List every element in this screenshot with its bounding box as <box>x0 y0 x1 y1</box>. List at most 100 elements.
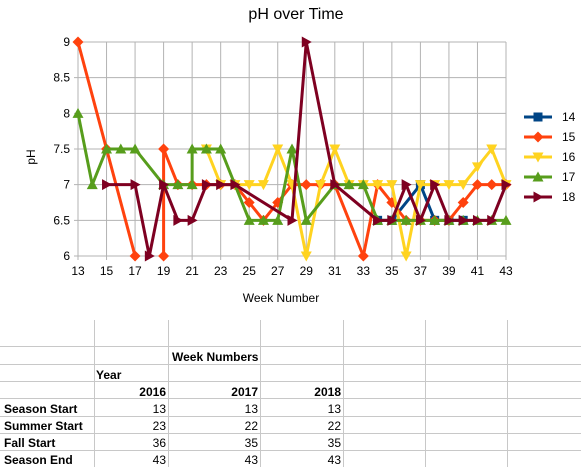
table-cell: 22 <box>244 419 258 433</box>
grid-row-line <box>0 381 581 382</box>
data-point-18 <box>187 214 198 226</box>
x-tick-label: 35 <box>385 264 399 278</box>
data-point-18 <box>144 250 155 262</box>
legend-item-18: 18 <box>524 190 576 204</box>
x-tick-label: 25 <box>243 264 257 278</box>
data-point-15 <box>471 179 483 191</box>
table-cell: 43 <box>244 453 258 467</box>
data-point-15 <box>300 179 312 191</box>
year-header: 2016 <box>139 385 166 399</box>
data-point-16 <box>486 144 498 155</box>
x-tick-label: 23 <box>214 264 228 278</box>
data-point-16 <box>243 180 255 191</box>
data-point-17 <box>429 214 441 225</box>
data-point-16 <box>272 144 284 155</box>
legend-item-15: 15 <box>524 130 576 144</box>
y-tick-label: 8.5 <box>53 71 70 85</box>
year-header: 2017 <box>231 385 258 399</box>
table-cell: 43 <box>327 453 341 467</box>
grid-column-line <box>343 320 344 467</box>
row-label: Summer Start <box>4 419 83 433</box>
x-axis-label: Week Number <box>243 291 319 305</box>
data-point-18 <box>287 214 298 226</box>
x-tick-label: 37 <box>414 264 428 278</box>
data-point-18 <box>415 214 426 226</box>
grid-column-line <box>94 320 95 467</box>
data-point-16 <box>372 180 384 191</box>
data-point-18 <box>487 214 498 226</box>
data-point-16 <box>315 180 327 191</box>
row-label: Fall Start <box>4 436 56 450</box>
x-tick-label: 31 <box>328 264 342 278</box>
data-point-17 <box>186 179 198 190</box>
y-tick-label: 6.5 <box>53 213 70 227</box>
data-point-18 <box>102 179 113 191</box>
data-point-18 <box>230 179 241 191</box>
legend-marker <box>533 191 544 203</box>
x-tick-label: 15 <box>100 264 114 278</box>
data-point-18 <box>501 179 512 191</box>
table-cell: 35 <box>327 436 341 450</box>
data-point-16 <box>443 180 455 191</box>
data-point-16 <box>457 180 469 191</box>
x-tick-label: 27 <box>271 264 285 278</box>
data-point-16 <box>386 180 398 191</box>
x-tick-label: 21 <box>185 264 199 278</box>
row-label: Season Start <box>4 402 78 416</box>
data-point-17 <box>172 179 184 190</box>
legend-label: 17 <box>562 170 576 184</box>
data-point-18 <box>401 179 412 191</box>
data-point-17 <box>200 143 212 154</box>
data-point-15 <box>486 179 498 191</box>
legend-item-14: 14 <box>524 110 576 124</box>
data-point-15 <box>72 36 84 48</box>
data-point-16 <box>414 180 426 191</box>
ph-line-chart: 6 6.5 7 7.5 8 8.5 9 13 15 17 19 21 23 25 27 29 31 33 35 37 3… <box>24 6 576 305</box>
data-point-15 <box>457 197 469 208</box>
data-point-18 <box>387 214 398 226</box>
legend-marker <box>532 131 544 143</box>
y-tick-label: 7.5 <box>53 142 70 156</box>
data-point-18 <box>373 214 384 226</box>
data-point-15 <box>357 250 369 262</box>
data-point-18 <box>444 214 455 226</box>
table-cell: 13 <box>152 402 166 416</box>
y-tick-label: 7 <box>63 178 70 192</box>
year-label: Year <box>96 368 122 382</box>
chart-legend: 14 15 16 17 18 <box>524 110 576 204</box>
data-point-17 <box>357 179 369 190</box>
year-header: 2018 <box>314 385 341 399</box>
data-point-16 <box>400 251 412 262</box>
data-point-16 <box>471 162 483 173</box>
data-point-16 <box>329 144 341 155</box>
table-header-title: Week Numbers <box>172 350 259 364</box>
legend-item-16: 16 <box>524 150 576 164</box>
legend-label: 14 <box>562 110 576 124</box>
y-axis-label: pH <box>24 149 38 164</box>
data-point-17 <box>115 143 127 154</box>
table-cell: 22 <box>327 419 341 433</box>
grid-row-line <box>0 450 581 451</box>
data-point-17 <box>500 214 512 225</box>
grid-row-line <box>0 398 581 399</box>
x-tick-label: 33 <box>357 264 371 278</box>
chart-title: pH over Time <box>248 6 343 23</box>
data-point-17 <box>343 179 355 190</box>
data-point-18 <box>159 179 170 191</box>
data-point-17 <box>186 143 198 154</box>
data-point-16 <box>257 180 269 191</box>
x-tick-label: 41 <box>471 264 485 278</box>
legend-label: 15 <box>562 130 576 144</box>
grid-row-line <box>0 346 581 347</box>
table-cell: 35 <box>244 436 258 450</box>
data-point-18 <box>430 179 441 191</box>
table-cell: 13 <box>327 402 341 416</box>
x-tick-label: 29 <box>300 264 314 278</box>
data-point-18 <box>130 179 141 191</box>
data-point-17 <box>286 143 298 154</box>
data-point-15 <box>129 250 141 262</box>
data-point-15 <box>243 197 255 208</box>
y-tick-label: 8 <box>63 106 70 120</box>
table-cell: 23 <box>152 419 166 433</box>
y-tick-label: 6 <box>63 249 70 263</box>
